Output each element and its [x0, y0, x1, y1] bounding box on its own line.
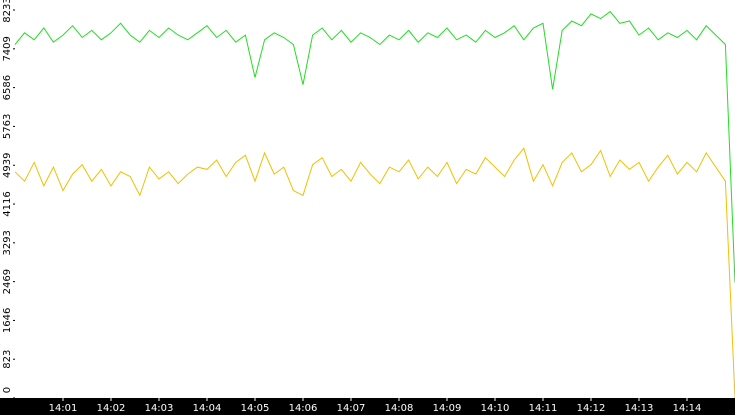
y-tick-label: 3293 — [2, 230, 13, 255]
x-tick-label: 14:12 — [577, 403, 606, 414]
x-axis-band — [0, 398, 735, 415]
x-tick-label: 14:10 — [481, 403, 510, 414]
y-tick-label: 6586 — [2, 75, 13, 100]
series-line — [14, 10, 735, 283]
x-tick-label: 14:04 — [193, 403, 222, 414]
x-tick-label: 14:09 — [433, 403, 462, 414]
x-tick-label: 14:02 — [97, 403, 126, 414]
y-tick-label: 4939 — [2, 153, 13, 178]
y-tick-label: 5763 — [2, 114, 13, 139]
y-tick-label: 0 — [2, 387, 13, 393]
y-tick-label: 4116 — [2, 191, 13, 216]
x-tick-label: 14:14 — [673, 403, 702, 414]
y-tick-label: 1646 — [2, 308, 13, 333]
x-tick-label: 14:11 — [529, 403, 558, 414]
x-tick-label: 14:08 — [385, 403, 414, 414]
series-line — [14, 147, 735, 399]
y-tick-label: 8233 — [2, 0, 13, 23]
y-tick-label: 7409 — [2, 36, 13, 61]
y-tick-label: 823 — [2, 350, 13, 369]
x-tick-label: 14:07 — [337, 403, 366, 414]
x-tick-label: 14:03 — [145, 403, 174, 414]
x-tick-label: 14:05 — [241, 403, 270, 414]
x-tick-label: 14:06 — [289, 403, 318, 414]
y-tick-label: 2469 — [2, 269, 13, 294]
x-tick-label: 14:13 — [625, 403, 654, 414]
x-tick-label: 14:01 — [49, 403, 78, 414]
